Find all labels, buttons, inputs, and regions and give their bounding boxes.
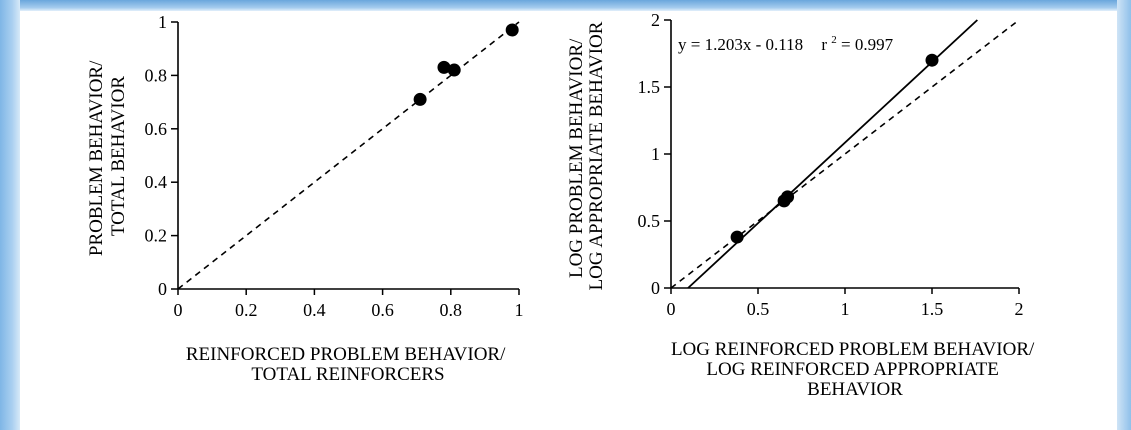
- right-x-axis-title: LOG REINFORCED PROBLEM BEHAVIOR/ LOG REI…: [671, 339, 1039, 400]
- left-y-axis-title: PROBLEM BEHAVIOR/ TOTAL BEHAVIOR: [86, 56, 129, 256]
- right-data-point: [781, 190, 795, 204]
- chart-right: 0 0.5 1 1.5 2 0 0.5 1 1.5 2 y = 1.203x - 0.118 r…: [566, 10, 1039, 400]
- right-y-tick-label: 0: [651, 278, 660, 298]
- right-y-tick-label: 1.5: [638, 77, 661, 97]
- right-data-point: [730, 230, 744, 244]
- right-x-tick-label: 0: [667, 299, 676, 319]
- window-frame-top: [0, 0, 1131, 11]
- left-x-tick-label: 1: [515, 300, 524, 320]
- left-y-tick-label: 0.2: [145, 226, 168, 246]
- window-frame-right: [1117, 0, 1131, 430]
- left-y-tick-label: 1: [158, 12, 167, 32]
- right-y-tick-label: 1: [651, 144, 660, 164]
- right-x-tick-label: 1: [841, 299, 850, 319]
- right-y-tick-label: 2: [651, 10, 660, 30]
- left-x-tick-label: 0.8: [440, 300, 463, 320]
- right-x-tick-label: 0.5: [747, 299, 770, 319]
- left-x-tick-label: 0.6: [371, 300, 394, 320]
- left-x-axis-title: REINFORCED PROBLEM BEHAVIOR/ TOTAL REINF…: [186, 344, 510, 385]
- right-y-axis-title: LOG PROBLEM BEHAVIOR/ LOG APPROPRIATE BE…: [566, 21, 607, 290]
- right-y-tick-label: 0.5: [638, 211, 661, 231]
- window-frame-left: [0, 0, 20, 430]
- right-data-point: [925, 53, 939, 67]
- right-x-tick-label: 2: [1015, 299, 1024, 319]
- left-data-point: [505, 23, 519, 37]
- right-equation-label: y = 1.203x - 0.118 r 2 = 0.997: [678, 28, 894, 54]
- left-data-point: [447, 63, 461, 77]
- left-y-tick-label: 0: [158, 279, 167, 299]
- left-x-tick-label: 0: [174, 300, 183, 320]
- right-identity-dashed-line: [670, 19, 1020, 289]
- left-identity-dashed-line: [177, 21, 520, 290]
- left-y-tick-label: 0.6: [145, 119, 168, 139]
- left-data-point: [437, 60, 451, 74]
- right-x-tick-label: 1.5: [921, 299, 944, 319]
- left-x-tick-label: 0.2: [235, 300, 258, 320]
- left-data-point: [413, 92, 427, 106]
- left-y-tick-label: 0.4: [145, 172, 168, 192]
- left-x-tick-label: 0.4: [303, 300, 326, 320]
- chart-left: 0 0.2 0.4 0.6 0.8 1 0 0.2 0.4 0.6 0.8 1 PROBLEM BE…: [86, 12, 524, 385]
- left-y-tick-label: 0.8: [145, 65, 168, 85]
